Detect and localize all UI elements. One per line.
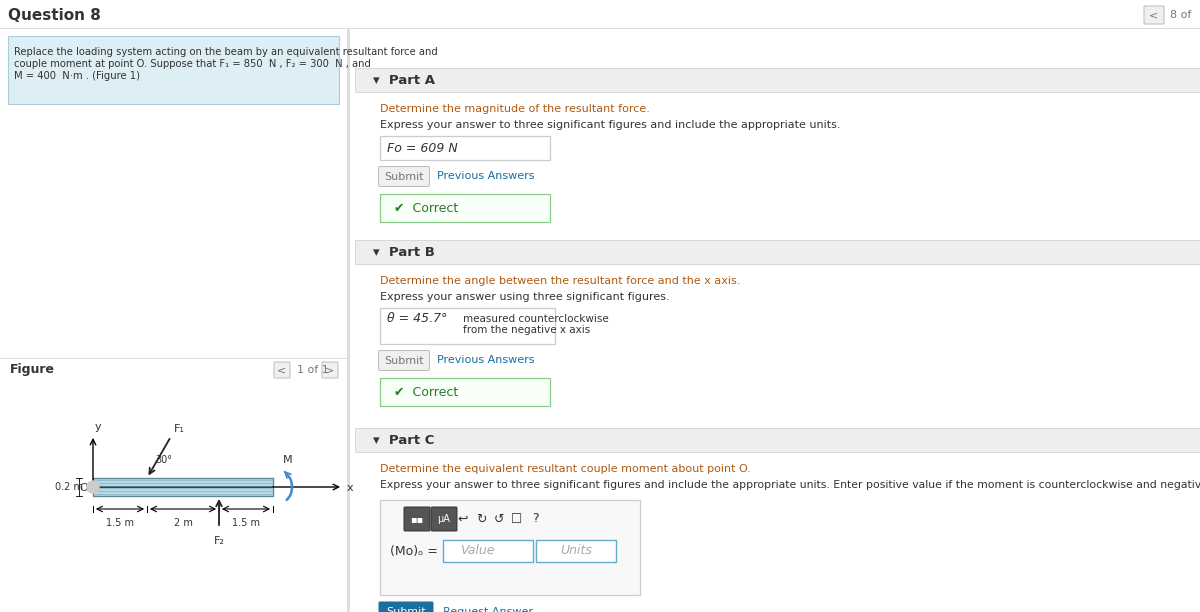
Text: Submit: Submit <box>384 356 424 365</box>
FancyBboxPatch shape <box>355 240 1200 264</box>
FancyBboxPatch shape <box>380 500 640 595</box>
Text: <: < <box>277 365 287 375</box>
Text: M = 400  N·m . (Figure 1): M = 400 N·m . (Figure 1) <box>14 71 140 81</box>
Text: 8 of: 8 of <box>1170 10 1192 20</box>
Text: 1.5 m: 1.5 m <box>232 518 260 528</box>
FancyBboxPatch shape <box>8 36 340 104</box>
Text: (Mᴏ)ₒ =: (Mᴏ)ₒ = <box>390 545 438 559</box>
Text: 1.5 m: 1.5 m <box>106 518 134 528</box>
Text: Previous Answers: Previous Answers <box>437 355 534 365</box>
FancyBboxPatch shape <box>443 540 533 562</box>
Text: measured counterclockwise: measured counterclockwise <box>463 314 608 324</box>
Text: from the negative x axis: from the negative x axis <box>463 325 590 335</box>
Text: Determine the equivalent resultant couple moment about point O.: Determine the equivalent resultant coupl… <box>380 464 751 474</box>
Text: Question 8: Question 8 <box>8 9 101 23</box>
Text: Request Answer: Request Answer <box>443 607 533 612</box>
Text: Express your answer to three significant figures and include the appropriate uni: Express your answer to three significant… <box>380 480 1200 490</box>
FancyBboxPatch shape <box>380 194 550 222</box>
Text: 0.2 m: 0.2 m <box>55 482 83 492</box>
Text: ✔  Correct: ✔ Correct <box>394 201 458 214</box>
FancyBboxPatch shape <box>322 362 338 378</box>
FancyBboxPatch shape <box>536 540 616 562</box>
FancyBboxPatch shape <box>355 428 1200 452</box>
Text: Figure: Figure <box>10 364 55 376</box>
Text: 30°: 30° <box>155 455 172 465</box>
Text: >: > <box>325 365 335 375</box>
Text: ?: ? <box>532 512 539 526</box>
Text: Express your answer using three significant figures.: Express your answer using three signific… <box>380 292 670 302</box>
FancyBboxPatch shape <box>274 362 290 378</box>
FancyBboxPatch shape <box>378 602 433 612</box>
Text: Express your answer to three significant figures and include the appropriate uni: Express your answer to three significant… <box>380 120 840 130</box>
Text: Fᴏ = 609 N: Fᴏ = 609 N <box>386 141 457 154</box>
Text: ▾  Part C: ▾ Part C <box>373 433 434 447</box>
FancyBboxPatch shape <box>378 166 430 187</box>
Text: Previous Answers: Previous Answers <box>437 171 534 181</box>
FancyBboxPatch shape <box>404 507 430 531</box>
FancyBboxPatch shape <box>378 351 430 370</box>
Text: O: O <box>79 483 88 493</box>
FancyBboxPatch shape <box>347 28 350 612</box>
Text: θ = 45.7°: θ = 45.7° <box>386 312 448 324</box>
Text: Determine the angle between the resultant force and the x axis.: Determine the angle between the resultan… <box>380 276 740 286</box>
Text: couple moment at point O. Suppose that F₁ = 850  N , F₂ = 300  N , and: couple moment at point O. Suppose that F… <box>14 59 371 69</box>
Text: M: M <box>283 455 293 465</box>
Text: ↩: ↩ <box>457 512 468 526</box>
Text: ☐: ☐ <box>511 512 523 526</box>
Text: Replace the loading system acting on the beam by an equivalent resultant force a: Replace the loading system acting on the… <box>14 47 438 57</box>
Text: μA: μA <box>438 514 450 524</box>
FancyBboxPatch shape <box>94 478 274 496</box>
Text: ↺: ↺ <box>493 512 504 526</box>
FancyBboxPatch shape <box>431 507 457 531</box>
Text: Submit: Submit <box>386 607 426 612</box>
Text: F₁: F₁ <box>174 425 185 435</box>
Text: ▾  Part A: ▾ Part A <box>373 73 436 86</box>
FancyBboxPatch shape <box>380 308 554 344</box>
Text: 1 of 1: 1 of 1 <box>298 365 329 375</box>
Text: ▾  Part B: ▾ Part B <box>373 245 434 258</box>
FancyBboxPatch shape <box>1144 6 1164 24</box>
Text: Units: Units <box>560 545 592 558</box>
Text: 2 m: 2 m <box>174 518 192 528</box>
Text: Determine the magnitude of the resultant force.: Determine the magnitude of the resultant… <box>380 104 650 114</box>
Text: ↻: ↻ <box>475 512 486 526</box>
Text: y: y <box>95 422 102 432</box>
FancyBboxPatch shape <box>355 68 1200 92</box>
Text: Submit: Submit <box>384 171 424 182</box>
Text: <: < <box>1150 10 1159 20</box>
Text: x: x <box>347 483 354 493</box>
FancyBboxPatch shape <box>380 378 550 406</box>
Text: ▪▪: ▪▪ <box>410 514 424 524</box>
Circle shape <box>88 481 98 493</box>
Text: F₂: F₂ <box>214 536 224 546</box>
Text: Value: Value <box>460 545 494 558</box>
FancyBboxPatch shape <box>380 136 550 160</box>
FancyBboxPatch shape <box>355 28 1200 612</box>
Text: ✔  Correct: ✔ Correct <box>394 386 458 398</box>
